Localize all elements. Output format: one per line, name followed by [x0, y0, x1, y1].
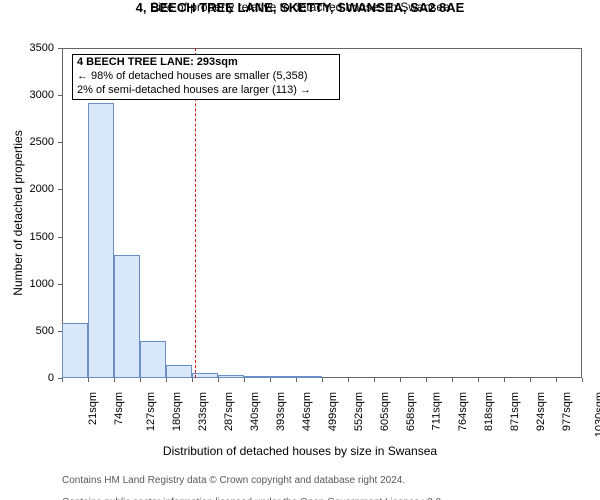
x-tick-label: 871sqm — [509, 392, 521, 431]
histogram-bar — [244, 376, 270, 378]
x-tick-label: 233sqm — [197, 392, 209, 431]
y-tick-label: 500 — [0, 325, 54, 337]
x-tick-label: 393sqm — [275, 392, 287, 431]
x-tick — [62, 378, 63, 382]
y-tick-label: 3000 — [0, 89, 54, 101]
y-tick — [58, 189, 62, 190]
x-tick-label: 764sqm — [457, 392, 469, 431]
y-tick-label: 1500 — [0, 231, 54, 243]
histogram-bar — [62, 323, 88, 378]
x-tick-label: 1030sqm — [593, 392, 600, 437]
x-tick-label: 711sqm — [430, 392, 442, 430]
x-tick — [244, 378, 245, 382]
x-tick-label: 340sqm — [249, 392, 261, 431]
x-tick — [530, 378, 531, 382]
x-tick-label: 552sqm — [353, 392, 365, 431]
x-tick-label: 74sqm — [113, 392, 125, 425]
y-tick-label: 3500 — [0, 42, 54, 54]
histogram-bar — [270, 376, 296, 378]
x-tick — [582, 378, 583, 382]
x-tick-label: 605sqm — [379, 392, 391, 431]
x-tick — [166, 378, 167, 382]
x-tick — [426, 378, 427, 382]
annotation-line-2: ← 98% of detached houses are smaller (5,… — [77, 70, 335, 84]
x-tick-label: 21sqm — [87, 392, 99, 425]
footer-attribution: Contains HM Land Registry data © Crown c… — [62, 464, 444, 500]
x-tick — [348, 378, 349, 382]
y-tick-label: 0 — [0, 372, 54, 384]
y-tick — [58, 284, 62, 285]
histogram-bar — [218, 375, 244, 378]
x-tick — [140, 378, 141, 382]
x-tick — [192, 378, 193, 382]
x-tick-label: 977sqm — [561, 392, 573, 431]
y-tick-label: 2500 — [0, 136, 54, 148]
annotation-box: 4 BEECH TREE LANE: 293sqm ← 98% of detac… — [72, 54, 340, 100]
x-tick — [400, 378, 401, 382]
y-tick — [58, 48, 62, 49]
x-tick-label: 180sqm — [171, 392, 183, 431]
y-tick — [58, 331, 62, 332]
x-tick-label: 287sqm — [223, 392, 235, 431]
x-tick — [504, 378, 505, 382]
y-tick — [58, 95, 62, 96]
y-tick — [58, 237, 62, 238]
annotation-line-3: 2% of semi-detached houses are larger (1… — [77, 84, 335, 98]
x-tick — [452, 378, 453, 382]
x-tick-label: 658sqm — [405, 392, 417, 431]
x-tick — [478, 378, 479, 382]
footer-line-1: Contains HM Land Registry data © Crown c… — [62, 475, 444, 486]
y-tick-label: 2000 — [0, 183, 54, 195]
x-tick — [270, 378, 271, 382]
x-tick — [296, 378, 297, 382]
x-tick-label: 446sqm — [301, 392, 313, 431]
histogram-bar — [88, 103, 114, 378]
histogram-bar — [140, 341, 166, 378]
y-axis-label: Number of detached properties — [11, 130, 25, 295]
x-axis-label: Distribution of detached houses by size … — [0, 444, 600, 458]
x-tick — [322, 378, 323, 382]
histogram-bar — [166, 365, 192, 378]
x-tick-label: 127sqm — [145, 392, 157, 431]
y-tick — [58, 142, 62, 143]
annotation-line-1: 4 BEECH TREE LANE: 293sqm — [77, 56, 335, 70]
histogram-bar — [114, 255, 140, 378]
x-tick-label: 818sqm — [483, 392, 495, 431]
x-tick-label: 499sqm — [327, 392, 339, 431]
x-tick-label: 924sqm — [535, 392, 547, 431]
x-tick — [114, 378, 115, 382]
y-tick-label: 1000 — [0, 278, 54, 290]
x-tick — [218, 378, 219, 382]
chart-container: 4, BEECH TREE LANE, SKETTY, SWANSEA, SA2… — [0, 0, 600, 500]
histogram-bar — [296, 376, 322, 378]
page-subtitle: Size of property relative to detached ho… — [0, 0, 600, 14]
x-tick — [88, 378, 89, 382]
x-tick — [556, 378, 557, 382]
x-tick — [374, 378, 375, 382]
